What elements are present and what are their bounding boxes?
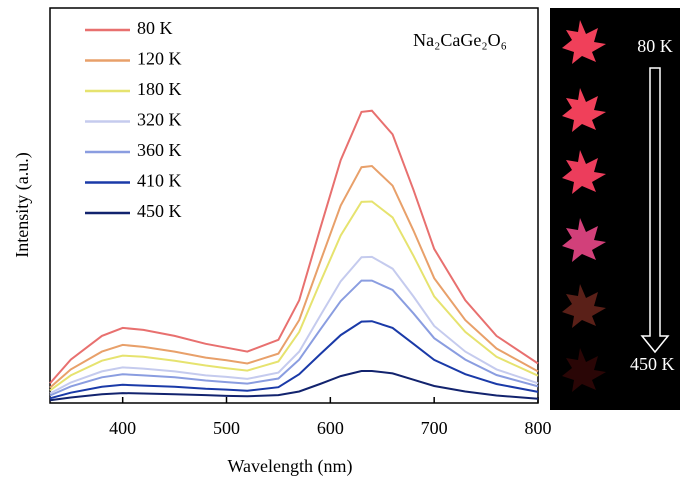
x-tick-label: 600 <box>317 418 344 438</box>
legend-label: 450 K <box>137 201 182 221</box>
legend-label: 120 K <box>137 49 182 69</box>
line-series <box>49 279 539 397</box>
legend-label: 320 K <box>137 110 182 130</box>
arrow <box>640 67 670 354</box>
leaf <box>562 150 606 194</box>
annotation: Na₂CaGe₂O₆ <box>413 30 507 50</box>
leaf <box>562 284 606 328</box>
y-axis-label: Intensity (a.u.) <box>12 152 33 257</box>
photo-background <box>550 8 680 410</box>
legend-label: 410 K <box>137 171 182 191</box>
legend-label: 80 K <box>137 18 173 38</box>
leaf <box>562 88 606 132</box>
leaf <box>562 20 606 64</box>
line-series <box>49 200 539 392</box>
leaf <box>562 218 606 262</box>
line-series <box>49 164 539 389</box>
line-series <box>49 370 539 402</box>
leaves <box>562 20 606 392</box>
line-series <box>49 255 539 395</box>
inset-label: 450 K <box>630 354 675 374</box>
legend-label: 360 K <box>137 140 182 160</box>
x-tick-label: 500 <box>213 418 240 438</box>
line-series <box>49 109 539 384</box>
inset-photo: 80 K 450 K <box>550 8 680 410</box>
inset-label: 80 K <box>637 36 673 56</box>
x-axis-label: Wavelength (nm) <box>227 456 352 477</box>
leaf <box>562 348 606 392</box>
x-tick-label: 400 <box>109 418 136 438</box>
x-tick-label: 800 <box>525 418 552 438</box>
x-tick-label: 700 <box>421 418 448 438</box>
plot-frame <box>49 7 539 404</box>
line-series <box>49 320 539 400</box>
legend-label: 180 K <box>137 79 182 99</box>
